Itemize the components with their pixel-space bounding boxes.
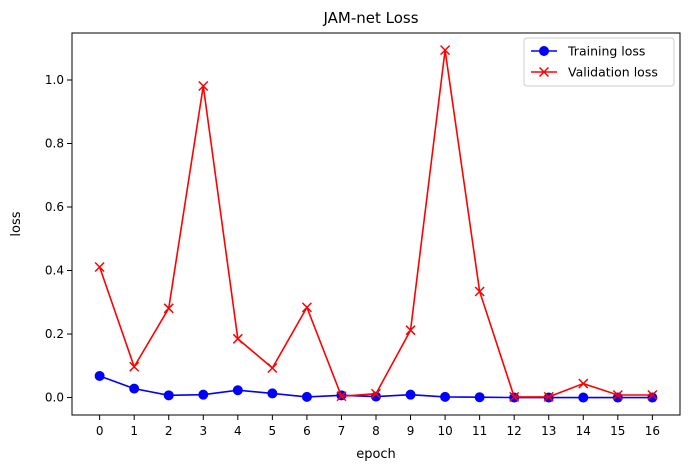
series-group (94, 45, 658, 403)
x-tick-label: 8 (372, 424, 380, 438)
training-loss-point (578, 392, 589, 403)
training-loss-point (405, 389, 416, 400)
x-tick-label: 13 (541, 424, 556, 438)
y-tick-label: 0.8 (45, 137, 64, 151)
validation-loss-point (94, 261, 105, 273)
training-loss-point (267, 388, 278, 399)
x-tick-label: 0 (96, 424, 104, 438)
chart-title: JAM-net Loss (322, 9, 418, 27)
training-loss-point (163, 390, 174, 401)
validation-loss-point (301, 302, 312, 313)
legend-marker (538, 66, 550, 78)
validation-loss-point (198, 80, 209, 92)
training-loss-point (301, 391, 312, 402)
validation-loss-point (267, 362, 278, 374)
y-tick-label: 0.0 (45, 391, 64, 405)
y-tick-label: 0.2 (45, 327, 64, 341)
legend-entry-label: Training loss (567, 44, 645, 59)
x-tick-label: 1 (130, 424, 138, 438)
training-loss-point (129, 383, 140, 394)
legend-box (523, 37, 675, 87)
x-tick-label: 14 (576, 424, 591, 438)
x-tick-label: 11 (472, 424, 487, 438)
y-axis-label: loss (9, 211, 24, 236)
validation-loss-point (129, 361, 140, 372)
validation-loss-point (405, 325, 416, 336)
training-loss-point (474, 392, 485, 403)
x-axis-ticks: 0 1 2 3 4 5 6 7 8 9 10 11 12 13 14 15 16 (96, 415, 660, 438)
validation-loss-point (163, 303, 174, 314)
validation-loss-point (612, 389, 623, 401)
x-tick-label: 3 (199, 424, 207, 438)
y-tick-label: 0.4 (45, 264, 64, 278)
validation-loss-point (336, 391, 347, 402)
x-tick-label: 15 (610, 424, 625, 438)
validation-loss-point (370, 388, 382, 399)
training-loss-point (440, 391, 451, 402)
validation-loss-point (474, 286, 485, 297)
legend-marker (539, 46, 549, 56)
training-loss-point (94, 370, 105, 381)
training-loss-point (198, 389, 209, 400)
legend: Training loss Validation loss (523, 37, 675, 87)
validation-loss-point (543, 391, 554, 402)
validation-loss-point (509, 391, 520, 402)
y-axis-ticks: 0.0 0.2 0.4 0.6 0.8 1.0 (45, 73, 72, 405)
x-tick-label: 10 (437, 424, 452, 438)
x-tick-label: 4 (234, 424, 242, 438)
x-tick-label: 5 (269, 424, 277, 438)
y-tick-label: 1.0 (45, 73, 64, 87)
x-tick-label: 2 (165, 424, 173, 438)
training-loss-point (232, 385, 243, 396)
validation-loss-point (647, 389, 658, 401)
x-tick-label: 9 (407, 424, 415, 438)
x-tick-label: 6 (303, 424, 311, 438)
validation-loss-point (578, 378, 589, 389)
x-tick-label: 7 (338, 424, 346, 438)
legend-entry-label: Validation loss (568, 65, 658, 80)
x-tick-label: 12 (507, 424, 522, 438)
x-tick-label: 16 (645, 424, 660, 438)
validation-loss-point (232, 333, 243, 344)
validation-loss-point (440, 45, 451, 56)
y-tick-label: 0.6 (45, 200, 64, 214)
x-axis-label: epoch (356, 447, 396, 462)
